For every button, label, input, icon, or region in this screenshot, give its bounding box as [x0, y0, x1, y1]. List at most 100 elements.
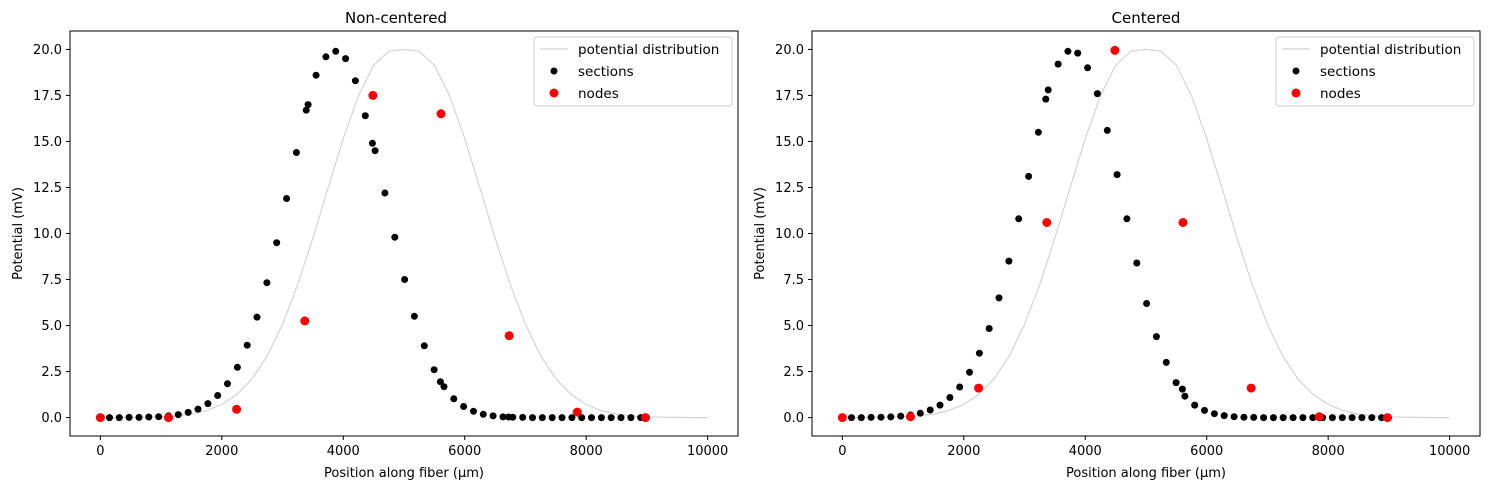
point-sections: [332, 47, 340, 55]
point-sections: [1260, 414, 1268, 422]
point-sections: [1054, 60, 1062, 68]
point-sections: [135, 413, 143, 421]
y-tick-label: 12.5: [33, 181, 62, 196]
legend: potential distribution sections nodes: [1275, 36, 1475, 107]
point-sections: [926, 406, 934, 414]
y-axis-label: Potential (mV): [753, 187, 768, 280]
point-sections: [361, 112, 369, 120]
point-sections: [568, 414, 576, 422]
point-nodes: [974, 383, 984, 393]
subplot-centered: Centered 0 2000 4000 6000 8000 10000 0.0 2.5 5.0…: [753, 9, 1481, 481]
point-sections: [253, 313, 261, 321]
point-nodes: [1246, 383, 1256, 393]
y-tick-label: 15.0: [33, 135, 62, 150]
point-sections: [538, 414, 546, 422]
legend-label-nodes: nodes: [578, 86, 619, 102]
point-sections: [145, 413, 153, 421]
point-sections: [887, 413, 895, 421]
point-sections: [1113, 171, 1121, 179]
point-sections: [975, 349, 983, 357]
legend-marker-nodes: [549, 88, 559, 98]
point-sections: [985, 325, 993, 332]
point-sections: [548, 414, 556, 422]
point-sections: [1143, 300, 1151, 307]
point-sections: [1299, 414, 1307, 422]
point-sections: [283, 195, 291, 202]
point-sections: [322, 53, 330, 61]
point-sections: [420, 342, 428, 350]
point-sections: [1289, 414, 1297, 422]
point-sections: [1093, 90, 1101, 98]
point-sections: [627, 414, 635, 422]
plot-area: [95, 47, 708, 423]
x-tick-label: 2000: [947, 444, 980, 459]
plot-area: [837, 45, 1450, 423]
point-nodes: [1110, 45, 1120, 55]
x-tick-label: 0: [838, 444, 846, 459]
x-tick-label: 10000: [1429, 444, 1470, 459]
point-sections: [1279, 414, 1287, 422]
point-sections: [204, 400, 212, 408]
point-sections: [1044, 86, 1052, 94]
point-nodes: [300, 316, 310, 326]
point-sections: [956, 383, 964, 391]
point-sections: [1005, 257, 1013, 265]
point-nodes: [1178, 218, 1188, 227]
point-sections: [410, 312, 418, 320]
point-sections: [194, 405, 202, 413]
point-sections: [597, 414, 605, 422]
point-sections: [617, 414, 625, 422]
point-sections: [1368, 414, 1376, 422]
point-sections: [519, 413, 527, 421]
y-tick-label: 5.0: [41, 319, 62, 334]
point-nodes: [837, 413, 847, 423]
series-line-potential-distribution: [842, 48, 1450, 419]
point-sections: [588, 414, 595, 422]
subplot-non-centered: Non-centered 0 2000 4000 6000 8000 10000 0.0 2.…: [11, 9, 739, 481]
point-sections: [578, 414, 586, 422]
point-sections: [470, 407, 477, 415]
point-sections: [401, 276, 409, 283]
y-tick-label: 17.5: [775, 89, 804, 104]
point-sections: [1103, 126, 1111, 134]
point-sections: [312, 71, 320, 79]
x-tick-label: 0: [96, 444, 104, 459]
series-line-potential-distribution: [100, 48, 708, 419]
point-sections: [1178, 385, 1186, 393]
point-sections: [155, 413, 163, 421]
legend-marker-nodes: [1291, 88, 1301, 98]
point-sections: [966, 368, 973, 376]
point-sections: [436, 378, 444, 386]
point-sections: [1220, 412, 1228, 420]
legend-label-nodes: nodes: [1320, 86, 1361, 102]
legend-marker-sections: [550, 67, 558, 75]
legend-label-sections: sections: [578, 64, 634, 80]
point-sections: [1309, 414, 1317, 422]
y-tick-label: 12.5: [775, 181, 804, 196]
point-sections: [292, 149, 300, 156]
point-sections: [529, 414, 536, 422]
point-sections: [995, 294, 1003, 302]
point-sections: [848, 414, 855, 422]
subplot-title: Centered: [1112, 9, 1181, 27]
legend-label-potential-distribution: potential distribution: [1320, 42, 1461, 58]
point-sections: [302, 106, 310, 114]
point-sections: [1123, 215, 1131, 223]
y-tick-label: 2.5: [783, 365, 804, 380]
point-sections: [106, 414, 113, 422]
point-sections: [1348, 414, 1356, 422]
point-sections: [391, 233, 399, 241]
point-sections: [479, 410, 487, 418]
point-sections: [368, 139, 376, 147]
y-tick-label: 10.0: [775, 227, 804, 242]
point-sections: [1338, 414, 1346, 422]
point-sections: [304, 101, 312, 109]
point-sections: [263, 279, 271, 287]
point-sections: [1250, 413, 1258, 421]
point-sections: [184, 408, 192, 416]
y-tick-label: 20.0: [775, 43, 804, 58]
y-tick-label: 5.0: [783, 319, 804, 334]
point-sections: [342, 55, 350, 63]
point-sections: [1042, 95, 1050, 103]
